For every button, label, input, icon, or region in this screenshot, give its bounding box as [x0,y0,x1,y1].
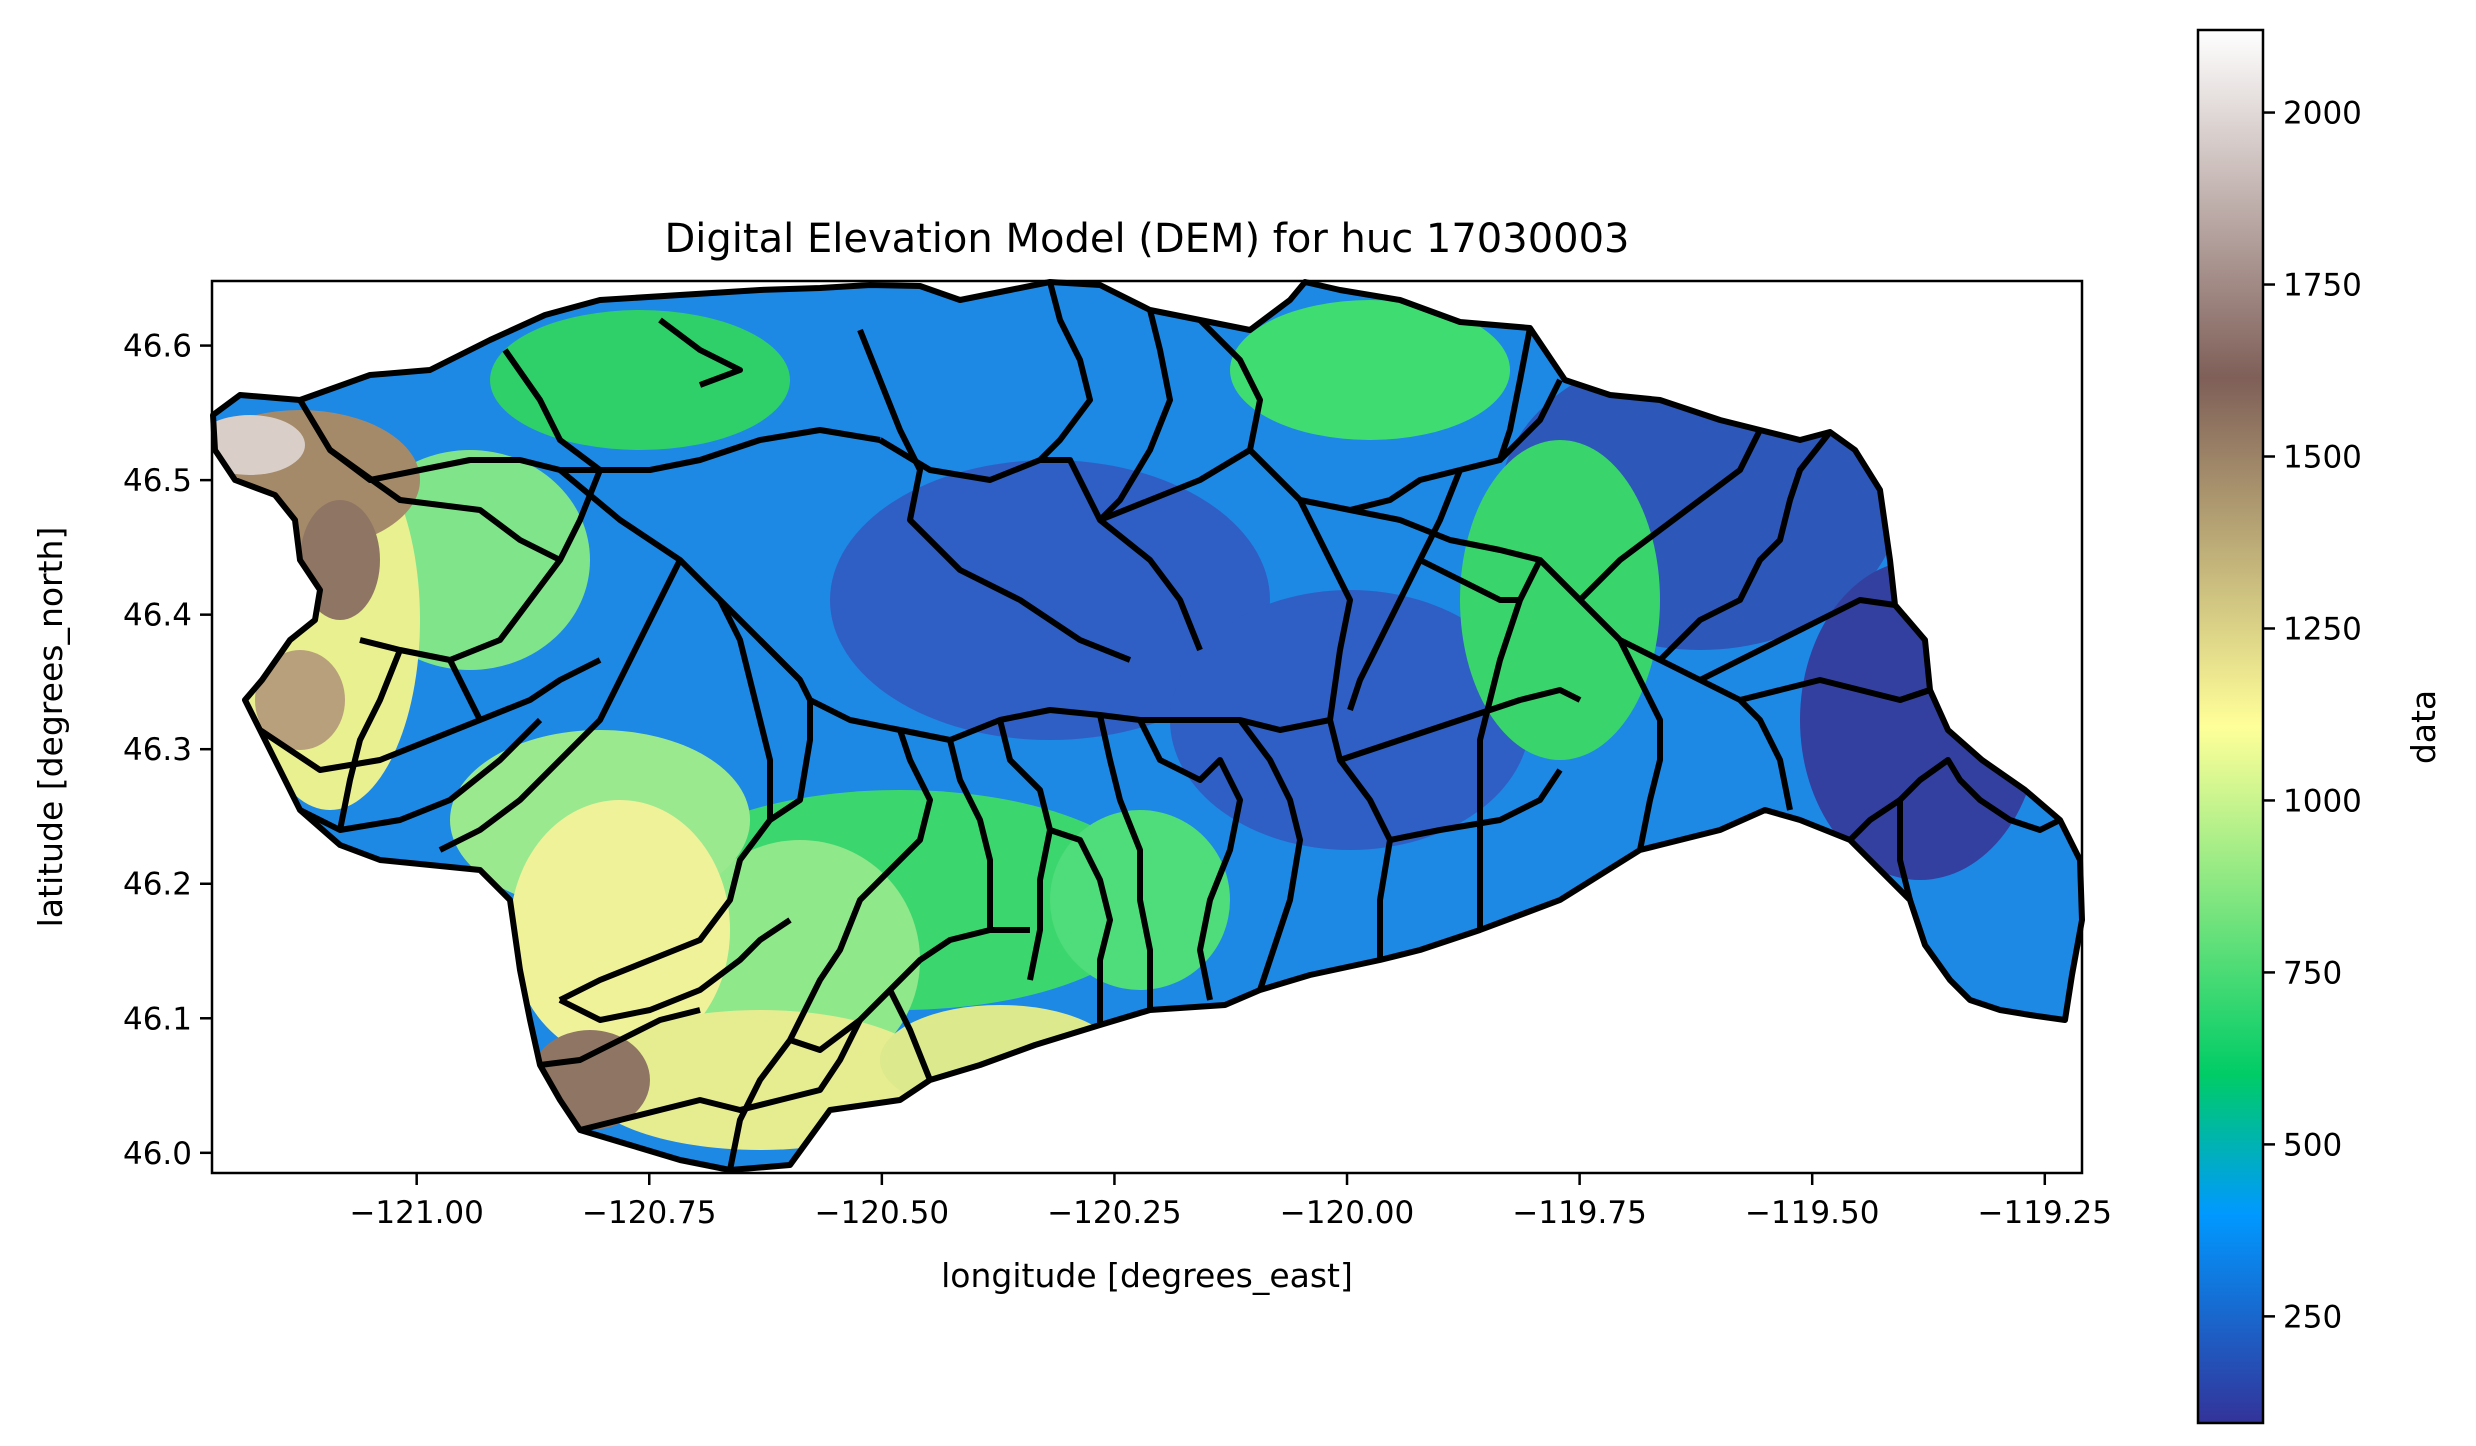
x-tick-label: −120.25 [1047,1195,1181,1231]
colorbar-tick-label: 250 [2283,1299,2342,1335]
map-axes: −121.00 −120.75 −120.50 −120.25 −120.00 −119.… [31,216,2112,1295]
x-tick-label: −121.00 [349,1195,483,1231]
y-tick-label: 46.2 [123,867,192,903]
y-axis: 46.0 46.1 46.2 46.3 46.4 46.5 46.6 [123,329,212,1172]
y-tick-label: 46.6 [123,329,192,365]
y-tick-label: 46.0 [123,1136,192,1172]
colorbar-tick-label: 750 [2283,955,2342,991]
colorbar-tick-label: 1250 [2283,611,2362,647]
x-axis-label: longitude [degrees_east] [941,1256,1353,1295]
x-tick-label: −120.00 [1280,1195,1414,1231]
y-axis-label: latitude [degrees_north] [31,527,70,928]
subbasin-boundaries [210,279,2085,1173]
colorbar-tick-label: 1000 [2283,783,2362,819]
colorbar-tick-label: 1750 [2283,268,2362,304]
axes-frame [210,279,2084,1175]
basin-outline [210,279,2085,1173]
colorbar-tick-label: 500 [2283,1127,2342,1163]
x-tick-label: −119.75 [1512,1195,1646,1231]
x-tick-label: −120.75 [582,1195,716,1231]
y-tick-label: 46.3 [123,732,192,768]
colorbar-tick-label: 2000 [2283,96,2362,132]
y-tick-label: 46.4 [123,598,192,634]
colorbar-ticks: 250 500 750 1000 1250 1500 1750 2000 [2263,96,2362,1335]
colorbar: 250 500 750 1000 1250 1500 1750 2000 data [2196,28,2443,1425]
y-tick-label: 46.1 [123,1001,192,1037]
colorbar-gradient [2196,28,2265,1425]
x-tick-label: −120.50 [815,1195,949,1231]
colorbar-label: data [2404,690,2443,764]
colorbar-tick-label: 1500 [2283,439,2362,475]
x-tick-label: −119.50 [1745,1195,1879,1231]
x-tick-label: −119.25 [1978,1195,2112,1231]
y-tick-label: 46.5 [123,463,192,499]
chart-title: Digital Elevation Model (DEM) for huc 17… [665,216,1630,262]
x-axis: −121.00 −120.75 −120.50 −120.25 −120.00 −119.… [349,1173,2112,1231]
